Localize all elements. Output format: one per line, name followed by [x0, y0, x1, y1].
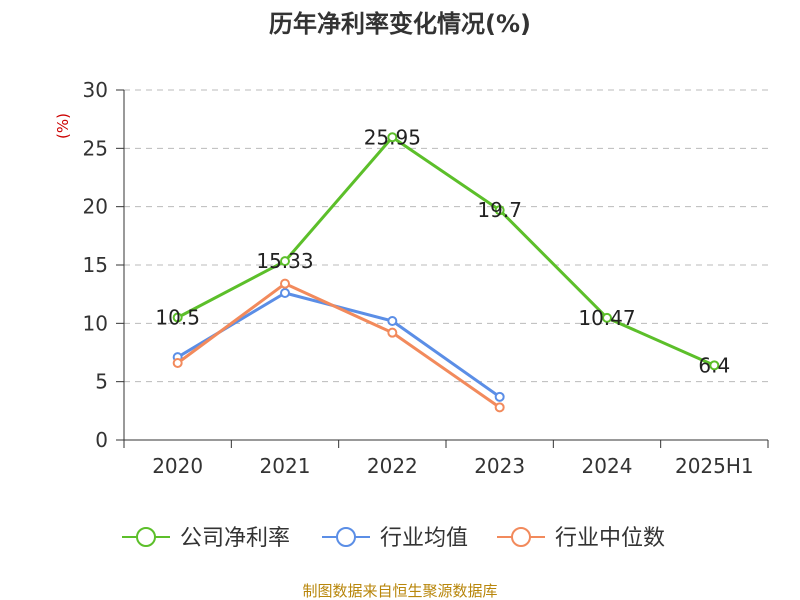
legend-marker-icon: [511, 527, 531, 547]
axes: 0 5 10 15 20 25 30 2020 2021 2022 2023 2024 2025H1: [83, 78, 769, 478]
legend: 公司净利率 行业均值 行业中位数: [122, 526, 665, 551]
data-point: [387, 316, 398, 326]
data-label: 6.4: [698, 353, 730, 377]
series-line: [176, 135, 715, 367]
legend-label: 行业中位数: [555, 526, 665, 551]
y-tick-label: 25: [83, 136, 108, 160]
x-tick-label: 2021: [260, 454, 311, 478]
legend-marker-icon: [336, 527, 356, 547]
data-point: [494, 402, 505, 413]
data-point: [172, 312, 183, 323]
legend-item[interactable]: 行业中位数: [497, 526, 665, 551]
gridlines: [124, 89, 768, 383]
x-tick-label: 2024: [582, 454, 633, 478]
data-point: [494, 391, 505, 402]
data-point: [280, 278, 290, 289]
chart-title: 历年净利率变化情况(%): [269, 10, 531, 38]
data-point: [709, 360, 720, 371]
data-point: [280, 256, 290, 267]
x-tick-label: 2020: [152, 454, 203, 478]
data-point: [172, 358, 183, 368]
y-tick-label: 20: [83, 195, 108, 219]
y-tick-label: 15: [83, 253, 108, 277]
data-point: [280, 288, 290, 298]
data-label: 10.47: [578, 306, 635, 330]
series-line: [176, 282, 501, 409]
data-label: 19.7: [477, 198, 522, 222]
y-tick-label: 0: [95, 428, 108, 452]
legend-marker-icon: [136, 527, 156, 547]
legend-label: 行业均值: [380, 526, 468, 551]
data-point: [602, 312, 612, 323]
x-tick-label: 2025H1: [675, 454, 754, 478]
data-label: 15.33: [256, 249, 313, 273]
legend-item[interactable]: 行业均值: [322, 526, 468, 551]
x-tick-label: 2022: [367, 454, 418, 478]
data-point: [387, 132, 398, 143]
data-labels: 10.5 15.33 25.95 19.7 10.47 6.4: [155, 125, 730, 377]
x-tick-label: 2023: [474, 454, 525, 478]
y-tick-label: 10: [83, 311, 108, 335]
data-point: [494, 205, 505, 216]
series-lines: [172, 132, 720, 413]
legend-item[interactable]: 公司净利率: [122, 526, 290, 551]
data-label: 10.5: [155, 306, 200, 330]
data-point: [387, 327, 398, 338]
y-tick-label: 30: [83, 78, 108, 102]
source-note: 制图数据来自恒生聚源数据库: [302, 582, 497, 600]
data-label: 25.95: [364, 125, 421, 149]
y-axis-unit-label: (%): [54, 113, 72, 139]
y-tick-label: 5: [95, 370, 108, 394]
legend-label: 公司净利率: [180, 526, 290, 551]
